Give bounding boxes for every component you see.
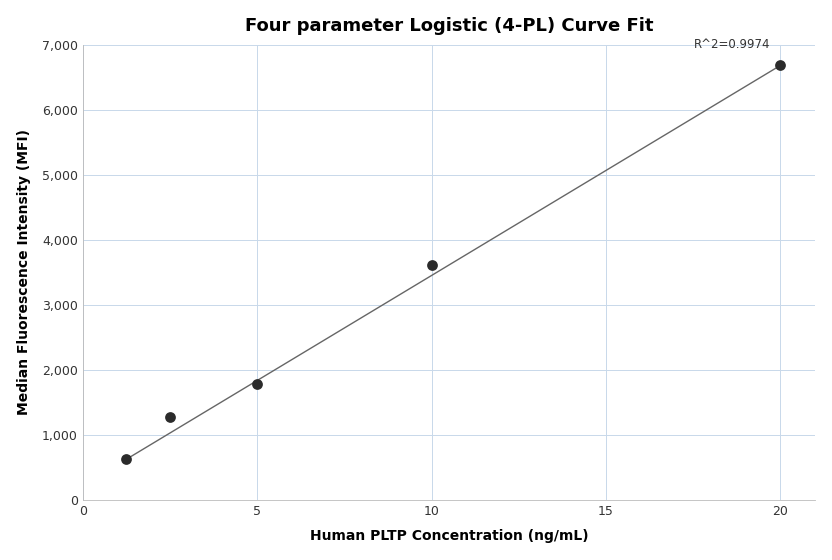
Point [774, 61, 787, 70]
Text: R^2=0.9974: R^2=0.9974 [694, 38, 770, 51]
X-axis label: Human PLTP Concentration (ng/mL): Human PLTP Concentration (ng/mL) [310, 529, 588, 543]
Point [163, 413, 176, 422]
Title: Four parameter Logistic (4-PL) Curve Fit: Four parameter Logistic (4-PL) Curve Fit [245, 17, 653, 35]
Point [250, 380, 264, 389]
Point [425, 261, 438, 270]
Point [120, 455, 133, 464]
Y-axis label: Median Fluorescence Intensity (MFI): Median Fluorescence Intensity (MFI) [17, 129, 31, 416]
